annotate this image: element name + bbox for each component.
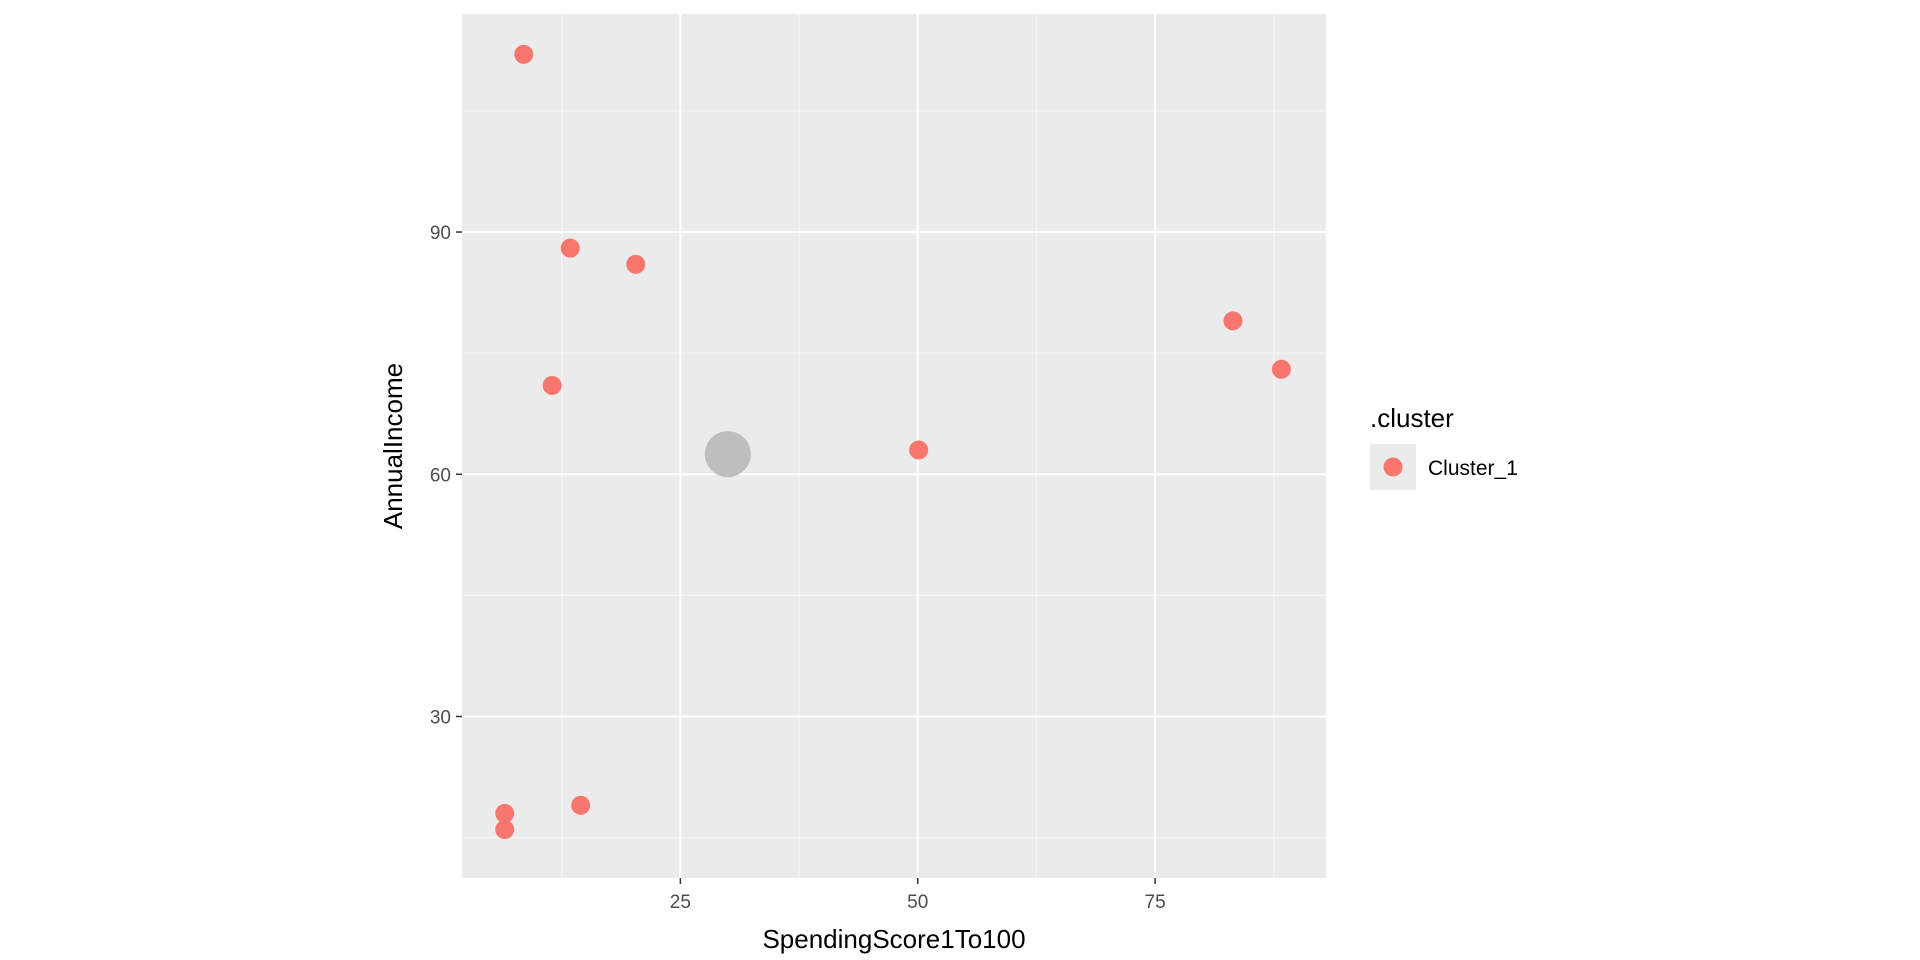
y-axis-ticks: 30 60 90: [430, 223, 462, 729]
data-points: [495, 44, 1291, 840]
data-point: [542, 375, 562, 395]
data-point: [1271, 359, 1291, 379]
legend: .cluster Cluster_1: [1370, 403, 1518, 490]
x-tick-label: 75: [1145, 892, 1166, 913]
legend-key-point: [1383, 457, 1403, 477]
minor-gridlines: [462, 14, 1326, 878]
x-tick-label: 50: [907, 892, 928, 913]
major-gridlines: [462, 14, 1326, 878]
data-point: [909, 440, 929, 460]
x-axis-ticks: 25 50 75: [670, 878, 1166, 913]
data-point: [626, 254, 646, 274]
centroid-marker: [704, 431, 751, 478]
data-point: [495, 820, 515, 840]
legend-title: .cluster: [1370, 403, 1454, 433]
legend-label-cluster-1: Cluster_1: [1428, 457, 1518, 480]
x-axis-title: SpendingScore1To100: [762, 924, 1025, 954]
y-tick-label: 60: [430, 465, 451, 486]
y-axis-title: AnnualIncome: [378, 363, 408, 529]
data-point: [571, 795, 591, 815]
plot-panel: [462, 14, 1326, 878]
data-point: [514, 44, 534, 64]
x-tick-label: 25: [670, 892, 691, 913]
y-tick-label: 90: [430, 223, 451, 244]
data-point: [1223, 311, 1243, 331]
y-tick-label: 30: [430, 708, 451, 729]
data-point: [495, 803, 515, 823]
data-point: [560, 238, 580, 258]
